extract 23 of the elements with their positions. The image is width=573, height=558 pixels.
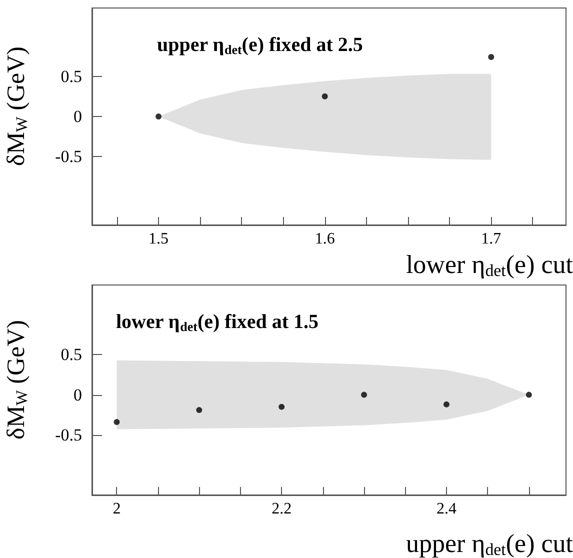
y-axis-title: δMW (GeV) xyxy=(3,320,32,440)
y-tick-label: -0.5 xyxy=(55,147,82,166)
x-tick-label: 1.6 xyxy=(314,230,335,248)
point xyxy=(114,419,120,426)
point xyxy=(526,392,532,398)
point xyxy=(322,93,328,100)
y-tick-label: 0 xyxy=(74,107,82,126)
x-tick-label: 1.5 xyxy=(148,230,169,248)
y-axis-title: δMW (GeV) xyxy=(3,46,32,166)
x-tick-label: 2.4 xyxy=(436,500,456,518)
x-tick-label: 1.7 xyxy=(481,230,502,248)
point xyxy=(443,401,450,408)
y-tick-label: -0.5 xyxy=(55,425,82,444)
y-tick-label: 0.5 xyxy=(60,66,82,86)
y-tick-label: 0 xyxy=(74,385,82,404)
point xyxy=(156,114,162,120)
point xyxy=(278,404,285,410)
x-tick-label: 2.2 xyxy=(272,500,292,518)
point xyxy=(196,407,202,414)
point xyxy=(361,392,368,398)
y-tick-label: 0.5 xyxy=(60,345,82,364)
point xyxy=(488,54,494,60)
x-tick-label: 2 xyxy=(112,500,121,518)
